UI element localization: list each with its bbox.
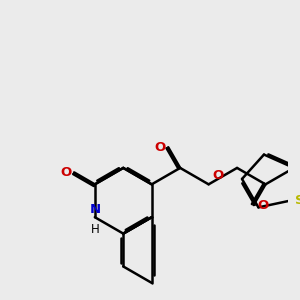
Text: N: N (89, 203, 100, 216)
Text: O: O (212, 169, 224, 182)
Text: O: O (60, 166, 71, 179)
Text: H: H (91, 223, 99, 236)
Text: O: O (154, 141, 165, 154)
Text: O: O (257, 199, 269, 212)
Text: S: S (295, 194, 300, 207)
